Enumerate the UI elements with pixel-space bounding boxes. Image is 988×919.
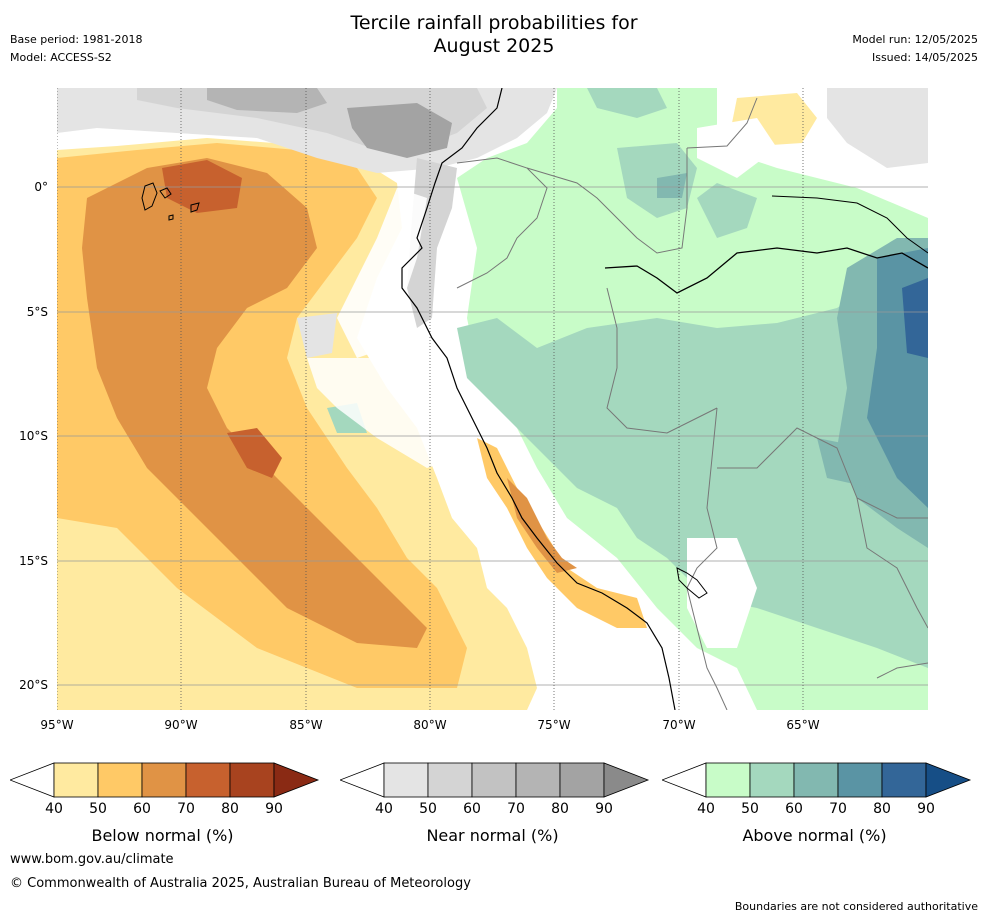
map-svg [57, 88, 928, 710]
title-line-2: August 2025 [433, 35, 555, 57]
title-line-1: Tercile rainfall probabilities for [350, 12, 638, 34]
colorbar-near-label: 40 [375, 801, 393, 817]
y-tick-3: 15°S [19, 554, 48, 568]
x-tick-0: 95°W [40, 718, 74, 732]
colorbar-below-label: 90 [265, 801, 283, 817]
colorbar-near-swatch [559, 762, 605, 798]
colorbar-near-swatch [515, 762, 561, 798]
colorbar-above-label: 90 [917, 801, 935, 817]
y-tick-0: 0° [34, 180, 48, 194]
x-tick-1: 90°W [164, 718, 198, 732]
colorbar-above-swatch [705, 762, 751, 798]
colorbar-near-label: 60 [463, 801, 481, 817]
colorbar-above-label: 60 [785, 801, 803, 817]
disclaimer-text: Boundaries are not considered authoritat… [734, 900, 978, 913]
colorbar-above-title: Above normal (%) [742, 826, 887, 845]
y-tick-1: 5°S [26, 305, 48, 319]
colorbar-above-label: 40 [697, 801, 715, 817]
colorbar-below-normal-svg [8, 762, 320, 798]
x-tick-3: 80°W [413, 718, 447, 732]
above-normal-region [327, 88, 928, 710]
colorbar-below-high-extend [273, 762, 320, 798]
colorbar-below-title: Below normal (%) [91, 826, 234, 845]
rainfall-probability-map [57, 88, 928, 710]
colorbar-above-normal-svg [660, 762, 972, 798]
colorbar-below-swatch [97, 762, 143, 798]
colorbar-near-swatch [427, 762, 473, 798]
colorbar-near-high-extend [603, 762, 650, 798]
colorbar-near-low-extend [338, 762, 385, 798]
colorbar-below-label: 70 [177, 801, 195, 817]
copyright-text: © Commonwealth of Australia 2025, Austra… [10, 876, 471, 891]
graticule [57, 186, 928, 686]
galapagos-islands [141, 182, 200, 221]
colorbar-below-label: 80 [221, 801, 239, 817]
colorbar-below-label: 50 [89, 801, 107, 817]
colorbar-near-label: 90 [595, 801, 613, 817]
colorbar-near-label: 50 [419, 801, 437, 817]
colorbar-above-swatch [837, 762, 883, 798]
colorbar-below-label: 60 [133, 801, 151, 817]
colorbar-near-normal [338, 762, 650, 802]
colorbar-near-label: 70 [507, 801, 525, 817]
colorbar-above-normal [660, 762, 972, 802]
colorbar-above-label: 80 [873, 801, 891, 817]
map-title: Tercile rainfall probabilities for Augus… [0, 12, 988, 58]
colorbar-near-normal-svg [338, 762, 650, 798]
colorbar-above-label: 70 [829, 801, 847, 817]
northern-river [771, 195, 928, 254]
colorbar-above-swatch [793, 762, 839, 798]
x-tick-4: 75°W [537, 718, 571, 732]
neutral-gaps [307, 118, 777, 648]
x-tick-6: 65°W [786, 718, 820, 732]
colorbar-above-low-extend [660, 762, 707, 798]
colorbar-above-swatch [881, 762, 927, 798]
colorbar-near-swatch [383, 762, 429, 798]
country-borders [456, 97, 928, 710]
colorbar-above-high-extend [925, 762, 972, 798]
model-text: Model: ACCESS-S2 [10, 51, 112, 64]
colorbar-below-label: 40 [45, 801, 63, 817]
colorbar-above-swatch [749, 762, 795, 798]
base-period-text: Base period: 1981-2018 [10, 33, 143, 46]
y-tick-4: 20°S [19, 678, 48, 692]
website-link[interactable]: www.bom.gov.au/climate [10, 852, 174, 867]
x-tick-2: 85°W [289, 718, 323, 732]
amazon-river [604, 247, 928, 294]
colorbar-below-swatch [185, 762, 231, 798]
colorbar-below-swatch [229, 762, 275, 798]
y-tick-2: 10°S [19, 429, 48, 443]
colorbar-near-title: Near normal (%) [426, 826, 559, 845]
colorbar-above-label: 50 [741, 801, 759, 817]
colorbar-near-label: 80 [551, 801, 569, 817]
colorbar-below-swatch [53, 762, 99, 798]
model-run-text: Model run: 12/05/2025 [852, 33, 978, 46]
colorbar-below-normal [8, 762, 320, 802]
lake-titicaca [676, 567, 708, 599]
coastline [401, 88, 676, 710]
colorbar-below-low-extend [8, 762, 55, 798]
colorbar-below-swatch [141, 762, 187, 798]
colorbar-near-swatch [471, 762, 517, 798]
x-tick-5: 70°W [662, 718, 696, 732]
issued-text: Issued: 14/05/2025 [871, 51, 978, 64]
